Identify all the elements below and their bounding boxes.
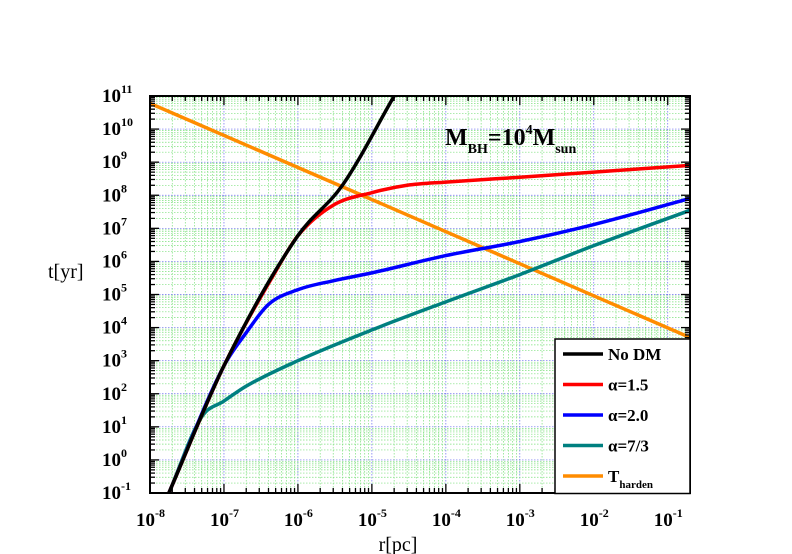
series-lines — [150, 96, 690, 493]
y-tick-label: 109 — [102, 148, 127, 173]
y-tick-label: 10-1 — [102, 479, 131, 504]
y-tick-label: 108 — [102, 181, 127, 206]
y-tick-label: 107 — [102, 214, 127, 239]
x-tick-label: 10-3 — [506, 506, 535, 531]
x-tick-label: 10-1 — [654, 506, 683, 531]
x-tick-label: 10-6 — [284, 506, 313, 531]
x-tick-label: 10-2 — [580, 506, 609, 531]
y-tick-label: 102 — [102, 380, 127, 405]
legend-label: Tharden — [608, 467, 653, 491]
legend-label: α=1.5 — [608, 376, 648, 395]
series-line-4 — [150, 101, 690, 340]
grid — [149, 95, 691, 494]
mass-annotation: MBH=104Msun — [445, 123, 576, 157]
y-tick-label: 1011 — [102, 82, 132, 107]
y-tick-label: 105 — [102, 281, 127, 306]
legend-label: α=7/3 — [608, 437, 649, 456]
y-tick-label: 103 — [102, 347, 127, 372]
y-tick-label: 104 — [102, 314, 127, 339]
legend: No DM α=1.5 α=2.0 α=7/3 Tharden — [554, 338, 691, 495]
series-line-0 — [167, 96, 396, 493]
x-tick-label: 10-4 — [432, 506, 461, 531]
legend-label: No DM — [608, 345, 661, 364]
x-tick-label: 10-8 — [136, 506, 165, 531]
y-tick-label: 106 — [102, 247, 127, 272]
x-tick-label: 10-7 — [210, 506, 239, 531]
tick-labels: 10-8 10-7 10-6 10-5 10-4 10-3 10-2 10-1 10-1 100 1… — [102, 82, 683, 531]
y-tick-label: 101 — [102, 413, 127, 438]
x-tick-label: 10-5 — [358, 506, 387, 531]
y-axis-label: t[yr] — [48, 261, 84, 283]
series-line-3 — [167, 208, 690, 493]
x-axis-label: r[pc] — [379, 534, 418, 554]
legend-label: α=2.0 — [608, 406, 648, 425]
y-tick-label: 100 — [102, 446, 127, 471]
y-tick-label: 1010 — [102, 115, 133, 140]
